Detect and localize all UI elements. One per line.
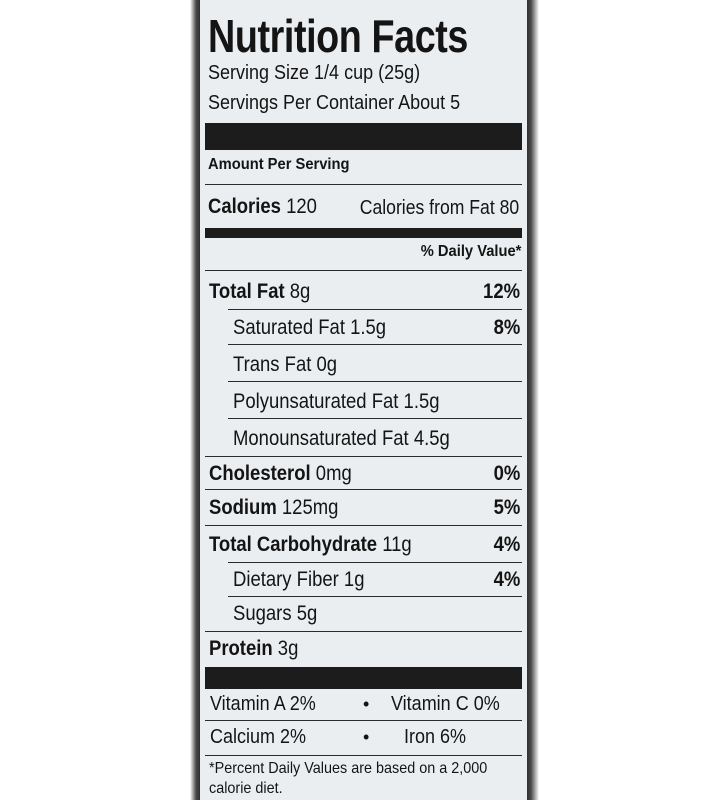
nutrient-label: Total Carbohydrate 11g bbox=[209, 533, 412, 557]
background-left bbox=[0, 0, 200, 800]
nutrient-name: Trans Fat bbox=[233, 353, 312, 376]
thick-divider bbox=[205, 123, 522, 150]
nutrient-dv: 8% bbox=[493, 316, 520, 339]
nutrient-name: Protein bbox=[209, 637, 273, 660]
rule bbox=[228, 596, 522, 597]
daily-value-header: % Daily Value* bbox=[420, 243, 521, 260]
nutrient-amount: 125mg bbox=[281, 496, 339, 519]
nutrient-name: Sugars bbox=[233, 602, 292, 625]
rule bbox=[228, 309, 522, 310]
nutrient-amount: 1.5g bbox=[403, 390, 440, 413]
rule bbox=[205, 631, 522, 632]
nutrient-label: Protein 3g bbox=[209, 637, 298, 661]
calcium: Calcium 2% bbox=[210, 726, 307, 748]
thick-divider bbox=[205, 667, 522, 689]
nutrient-amount: 5g bbox=[296, 602, 318, 625]
servings-per-container: Servings Per Container About 5 bbox=[208, 92, 461, 114]
calories-value: 120 bbox=[286, 195, 317, 218]
nutrient-name: Polyunsaturated Fat bbox=[233, 390, 399, 413]
bullet: • bbox=[363, 727, 370, 747]
nutrient-amount: 4.5g bbox=[413, 427, 450, 450]
nutrient-label: Polyunsaturated Fat 1.5g bbox=[233, 390, 440, 414]
nutrient-row-trans-fat: Trans Fat 0g bbox=[205, 349, 522, 379]
nutrient-row-polyunsaturated-fat: Polyunsaturated Fat 1.5g bbox=[205, 386, 522, 416]
footnote-line-2: calorie diet. bbox=[209, 780, 283, 797]
nutrient-amount: 8g bbox=[289, 280, 311, 303]
nutrient-label: Cholesterol 0mg bbox=[209, 462, 352, 486]
calories-row: Calories 120 bbox=[208, 195, 317, 219]
rule bbox=[205, 489, 522, 490]
nutrient-amount: 0mg bbox=[315, 462, 352, 485]
nutrient-label: Trans Fat 0g bbox=[233, 353, 337, 377]
nutrient-dv: 4% bbox=[493, 568, 520, 591]
nutrient-row-sugars: Sugars 5g bbox=[205, 598, 522, 628]
background-right bbox=[527, 0, 728, 800]
nutrient-row-cholesterol: Cholesterol 0mg 0% bbox=[205, 458, 522, 488]
serving-size: Serving Size 1/4 cup (25g) bbox=[208, 62, 421, 84]
nutrient-amount: 0g bbox=[316, 353, 338, 376]
nutrient-row-total-fat: Total Fat 8g 12% bbox=[205, 276, 522, 306]
nutrient-dv: 5% bbox=[493, 496, 520, 519]
nutrient-row-protein: Protein 3g bbox=[205, 633, 522, 663]
nutrient-amount: 1.5g bbox=[350, 316, 387, 339]
nutrient-name: Saturated Fat bbox=[233, 316, 345, 339]
nutrient-dv: 4% bbox=[493, 533, 520, 556]
nutrient-row-saturated-fat: Saturated Fat 1.5g 8% bbox=[205, 312, 522, 342]
nutrient-amount: 3g bbox=[277, 637, 299, 660]
rule bbox=[228, 381, 522, 382]
vitamin-c: Vitamin C 0% bbox=[391, 693, 500, 715]
iron: Iron 6% bbox=[404, 726, 467, 748]
nutrient-name: Cholesterol bbox=[209, 462, 311, 485]
nutrient-label: Sugars 5g bbox=[233, 602, 317, 626]
rule bbox=[228, 344, 522, 345]
nutrient-row-total-carbohydrate: Total Carbohydrate 11g 4% bbox=[205, 529, 522, 559]
nutrient-amount: 11g bbox=[382, 533, 412, 556]
nutrient-label: Sodium 125mg bbox=[209, 496, 338, 520]
nutrient-label: Monounsaturated Fat 4.5g bbox=[233, 427, 450, 451]
nutrient-name: Dietary Fiber bbox=[233, 568, 339, 591]
nutrient-name: Total Fat bbox=[209, 280, 285, 303]
nutrient-label: Saturated Fat 1.5g bbox=[233, 316, 386, 340]
rule bbox=[205, 184, 522, 185]
vitamin-a: Vitamin A 2% bbox=[210, 693, 316, 715]
nutrient-dv: 12% bbox=[483, 280, 520, 303]
footnote-line-1: *Percent Daily Values are based on a 2,0… bbox=[209, 760, 488, 777]
label-title: Nutrition Facts bbox=[208, 10, 468, 62]
amount-per-serving: Amount Per Serving bbox=[208, 156, 350, 173]
rule bbox=[228, 418, 522, 419]
nutrient-row-sodium: Sodium 125mg 5% bbox=[205, 492, 522, 522]
nutrient-amount: 1g bbox=[343, 568, 365, 591]
nutrient-name: Sodium bbox=[209, 496, 277, 519]
nutrient-dv: 0% bbox=[493, 462, 520, 485]
nutrient-name: Total Carbohydrate bbox=[209, 533, 378, 556]
nutrient-row-monounsaturated-fat: Monounsaturated Fat 4.5g bbox=[205, 423, 522, 453]
calories-from-fat: Calories from Fat 80 bbox=[359, 197, 519, 219]
nutrient-row-dietary-fiber: Dietary Fiber 1g 4% bbox=[205, 564, 522, 594]
nutrient-label: Total Fat 8g bbox=[209, 280, 310, 304]
rule bbox=[205, 456, 522, 457]
rule bbox=[205, 755, 522, 756]
rule bbox=[205, 270, 522, 271]
nutrient-name: Monounsaturated Fat bbox=[233, 427, 409, 450]
rule bbox=[205, 720, 522, 721]
rule bbox=[228, 562, 522, 563]
rule bbox=[205, 525, 522, 526]
medium-divider bbox=[205, 228, 522, 238]
nutrient-label: Dietary Fiber 1g bbox=[233, 568, 364, 592]
nutrition-facts-label: Nutrition Facts Serving Size 1/4 cup (25… bbox=[200, 0, 527, 800]
bullet: • bbox=[363, 694, 370, 714]
calories-label: Calories bbox=[208, 195, 281, 218]
